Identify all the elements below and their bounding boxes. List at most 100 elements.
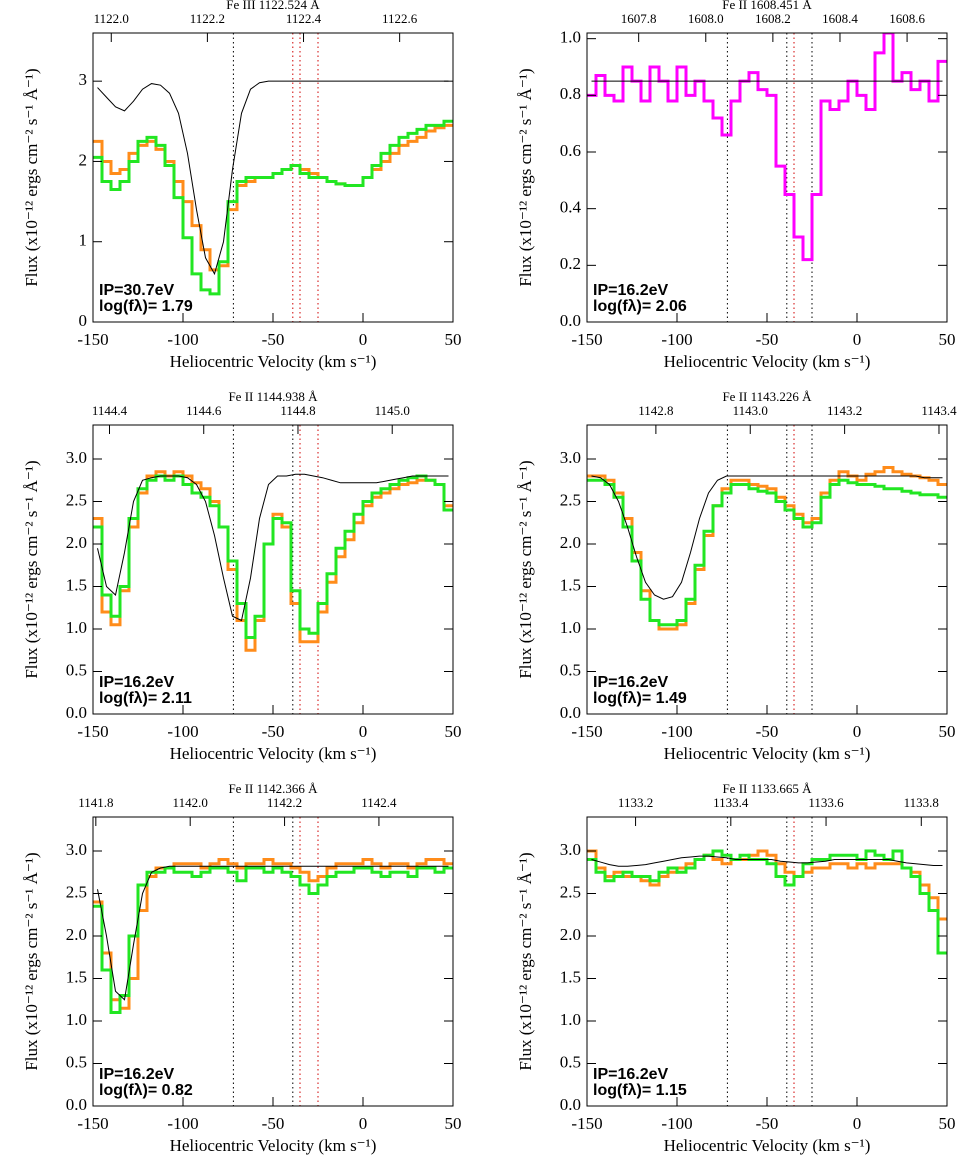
annotation: log(fλ)= 2.11 [99, 690, 192, 707]
y-tick-label: 3 [79, 70, 88, 89]
panel: 0 1 2 3 -150 -100 -50 0 50 1122.0 1122.2 1122.4 1122… [22, 0, 462, 371]
x2-tick-label: 1122.4 [286, 11, 322, 26]
x-tick-label: -100 [661, 1114, 692, 1133]
x2-tick-label: 1122.6 [382, 11, 418, 26]
panel: 0.0 0.5 1.0 1.5 2.0 2.5 3.0 -150 -100 -50 0 50 1142.… [516, 389, 957, 763]
x-tick-label: 0 [853, 722, 862, 741]
model-line [97, 80, 449, 276]
y-tick-label: 1.5 [66, 967, 87, 986]
panel-title: Fe II 1142.366 Å [228, 781, 318, 796]
y-tick-label: 0.5 [66, 1052, 87, 1071]
y-tick-label: 0.8 [560, 84, 581, 103]
x2-tick-label: 1144.8 [280, 403, 315, 418]
x2-tick-label: 1122.0 [94, 11, 129, 26]
x-axis-label: Heliocentric Velocity (km s⁻¹) [170, 744, 377, 763]
x-tick-label: -50 [262, 722, 285, 741]
y-tick-label: 0.5 [66, 660, 87, 679]
y-tick-label: 0.0 [560, 703, 581, 722]
y-tick-label: 0.4 [560, 198, 582, 217]
model-line [591, 855, 943, 867]
annotation: IP=16.2eV [593, 674, 669, 691]
y-tick-label: 2.0 [560, 925, 581, 944]
spectrum [587, 33, 947, 262]
y-tick-label: 3.0 [66, 448, 87, 467]
x2-tick-label: 1133.8 [904, 795, 939, 810]
y-tick-label: 1.5 [560, 575, 581, 594]
x-tick-label: -100 [661, 722, 692, 741]
annotation: IP=16.2eV [99, 1066, 175, 1083]
spectrum [587, 478, 947, 627]
x-tick-label: -50 [756, 722, 779, 741]
x-tick-label: -150 [571, 1114, 602, 1133]
x2-tick-label: 1608.0 [688, 11, 724, 26]
y-tick-label: 2.5 [560, 882, 581, 901]
panel-title: Fe II 1143.226 Å [722, 389, 812, 404]
x-tick-label: 50 [445, 330, 462, 349]
x-axis-label: Heliocentric Velocity (km s⁻¹) [170, 352, 377, 371]
x-tick-label: 0 [359, 330, 368, 349]
y-tick-label: 0.5 [560, 1052, 581, 1071]
annotation: IP=16.2eV [593, 1066, 669, 1083]
x-tick-label: -50 [262, 330, 285, 349]
x-axis-label: Heliocentric Velocity (km s⁻¹) [664, 1136, 871, 1155]
y-tick-label: 2.5 [66, 882, 87, 901]
annotation: IP=30.7eV [99, 282, 175, 299]
spectrum [93, 119, 453, 296]
y-tick-label: 2 [79, 150, 88, 169]
x-tick-label: 50 [939, 722, 956, 741]
y-tick-label: 2.0 [66, 925, 87, 944]
panel: 0.0 0.5 1.0 1.5 2.0 2.5 3.0 -150 -100 -50 0 50 1133.… [516, 781, 956, 1155]
x-tick-label: -150 [77, 330, 108, 349]
x-tick-label: -100 [167, 1114, 198, 1133]
spectrum [93, 470, 453, 652]
x2-tick-label: 1133.4 [713, 795, 749, 810]
x-tick-label: 0 [853, 330, 862, 349]
y-tick-label: 2.0 [560, 533, 581, 552]
x-tick-label: 0 [359, 722, 368, 741]
x2-tick-label: 1142.0 [173, 795, 208, 810]
x-tick-label: -100 [661, 330, 692, 349]
y-tick-label: 2.0 [66, 533, 87, 552]
y-tick-label: 1.0 [560, 618, 581, 637]
x-tick-label: 0 [359, 1114, 368, 1133]
y-axis-label: Flux (x10⁻¹² ergs cm⁻² s⁻¹ Å⁻¹) [22, 68, 41, 286]
y-tick-label: 0.0 [66, 703, 87, 722]
model-line [97, 865, 449, 1001]
x2-tick-label: 1607.8 [621, 11, 657, 26]
x-tick-label: -150 [77, 722, 108, 741]
x2-tick-label: 1144.4 [92, 403, 128, 418]
y-tick-label: 0.0 [560, 311, 581, 330]
x-tick-label: 0 [853, 1114, 862, 1133]
x-tick-label: -150 [571, 330, 602, 349]
y-tick-label: 0.6 [560, 141, 581, 160]
panel-title: Fe II 1608.451 Å [722, 0, 812, 12]
x-axis-label: Heliocentric Velocity (km s⁻¹) [664, 744, 871, 763]
panel: 0.0 0.2 0.4 0.6 0.8 1.0 -150 -100 -50 0 50 1607.8 16… [516, 0, 956, 371]
y-tick-label: 3.0 [560, 448, 581, 467]
y-axis-label: Flux (x10⁻¹² ergs cm⁻² s⁻¹ Å⁻¹) [516, 852, 535, 1070]
y-axis-label: Flux (x10⁻¹² ergs cm⁻² s⁻¹ Å⁻¹) [516, 460, 535, 678]
x-tick-label: 50 [445, 1114, 462, 1133]
y-axis-label: Flux (x10⁻¹² ergs cm⁻² s⁻¹ Å⁻¹) [516, 68, 535, 286]
x2-tick-label: 1143.2 [827, 403, 862, 418]
model-line [591, 475, 943, 600]
y-tick-label: 1.0 [560, 28, 581, 47]
x2-tick-label: 1608.4 [822, 11, 858, 26]
x2-tick-label: 1608.6 [889, 11, 925, 26]
x2-tick-label: 1142.2 [267, 795, 302, 810]
x-tick-label: -150 [571, 722, 602, 741]
y-tick-label: 1.5 [66, 575, 87, 594]
x2-tick-label: 1144.6 [186, 403, 222, 418]
x-tick-label: -100 [167, 330, 198, 349]
x2-tick-label: 1143.0 [733, 403, 768, 418]
annotation: log(fλ)= 1.79 [99, 298, 193, 315]
x2-tick-label: 1142.8 [638, 403, 673, 418]
y-tick-label: 1 [79, 231, 88, 250]
y-tick-label: 0.5 [560, 660, 581, 679]
annotation: IP=16.2eV [593, 282, 669, 299]
x2-tick-label: 1142.4 [361, 795, 397, 810]
plot-frame [92, 424, 454, 715]
annotation: log(fλ)= 1.15 [593, 1082, 687, 1099]
x-tick-label: 50 [939, 330, 956, 349]
y-tick-label: 3.0 [66, 840, 87, 859]
